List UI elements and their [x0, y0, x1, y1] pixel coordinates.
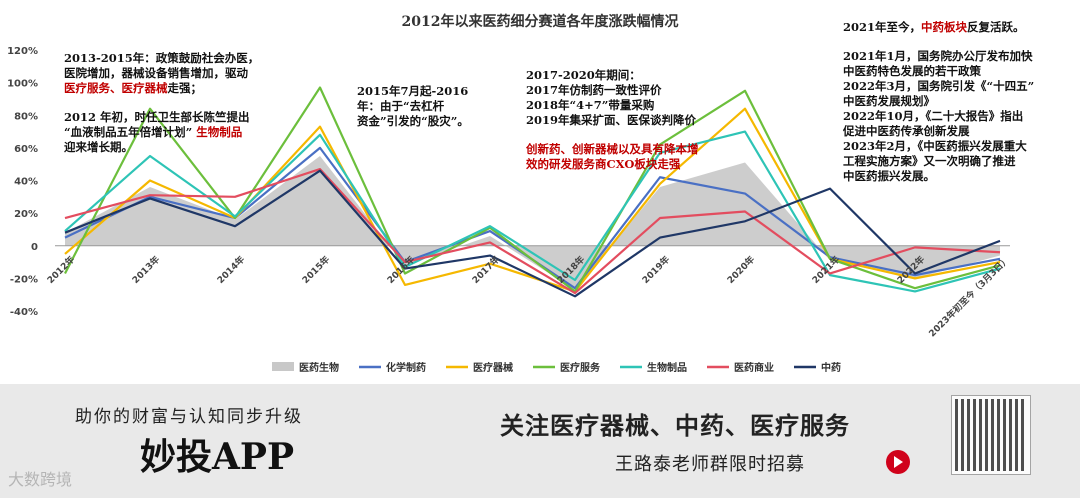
y-tick-label: 120%: [7, 46, 38, 57]
y-tick-label: 80%: [14, 111, 38, 122]
series-line-中药: [64, 169, 1001, 298]
x-tick-label: 2012年: [45, 253, 78, 286]
legend-label: 医疗器械: [473, 361, 513, 374]
promo-banner[interactable]: 助你的财富与认知同步升级 妙投APP 关注医疗器械、中药、医疗服务 王路泰老师群…: [0, 384, 1080, 498]
legend-swatch: [272, 362, 294, 371]
x-tick-label: 2020年: [725, 253, 758, 286]
y-tick-label: 0: [31, 242, 38, 253]
annotation-2015-2016: 2015年7月起-2016 年：由于“去杠杆 资金”引发的“股灾”。: [357, 84, 469, 128]
y-tick-label: 100%: [7, 79, 38, 90]
arrow-right-circle-icon[interactable]: [886, 450, 910, 474]
legend-label: 医药商业: [734, 361, 774, 374]
y-tick-label: 60%: [14, 144, 38, 155]
series-line-医疗服务: [64, 86, 1001, 293]
y-tick-label: -40%: [10, 307, 38, 318]
watermark: 大数跨境: [8, 470, 73, 489]
legend-label: 中药: [821, 361, 841, 374]
annotation-2013-2015: 2013-2015年：政策鼓励社会办医， 医院增加，器械设备销售增加，驱动 医疗…: [64, 51, 260, 154]
series-line-医药商业: [64, 167, 1001, 295]
y-tick-label: -20%: [10, 274, 38, 285]
series-area-医药生物: [65, 156, 1000, 290]
legend-label: 生物制品: [647, 361, 687, 374]
legend-label: 医药生物: [299, 361, 339, 374]
x-tick-label: 2014年: [215, 253, 248, 286]
x-tick-label: 2013年: [130, 253, 163, 286]
x-tick-label: 2019年: [640, 253, 673, 286]
y-tick-label: 40%: [14, 177, 38, 188]
chart-title: 2012年以来医药细分赛道各年度涨跌幅情况: [402, 13, 679, 30]
annotation-2021-now: 2021年至今，中药板块反复活跃。 2021年1月，国务院办公厅发布加快 中医药…: [843, 20, 1035, 183]
chart: 2012年以来医药细分赛道各年度涨跌幅情况 120% 100% 80% 60% 40% 20…: [7, 13, 1012, 374]
annotation-2017-2020: 2017-2020年期间： 2017年仿制药一致性评价 2018年“4+7”带量…: [526, 68, 699, 171]
banner-right-title: 关注医疗器械、中药、医疗服务: [500, 412, 850, 440]
x-tick-label: 2021年: [810, 253, 843, 286]
banner-app-name[interactable]: 妙投APP: [140, 436, 295, 478]
qr-code-icon: [951, 395, 1031, 475]
x-tick-label: 2015年: [300, 253, 333, 286]
y-tick-label: 20%: [14, 209, 38, 220]
legend-label: 化学制药: [386, 361, 426, 374]
banner-right-subtitle[interactable]: 王路泰老师群限时招募: [615, 454, 805, 475]
legend-label: 医疗服务: [560, 361, 601, 374]
banner-slogan: 助你的财富与认知同步升级: [75, 407, 303, 427]
series-line-医疗器械: [64, 107, 1001, 293]
series-line-生物制品: [64, 130, 1001, 293]
